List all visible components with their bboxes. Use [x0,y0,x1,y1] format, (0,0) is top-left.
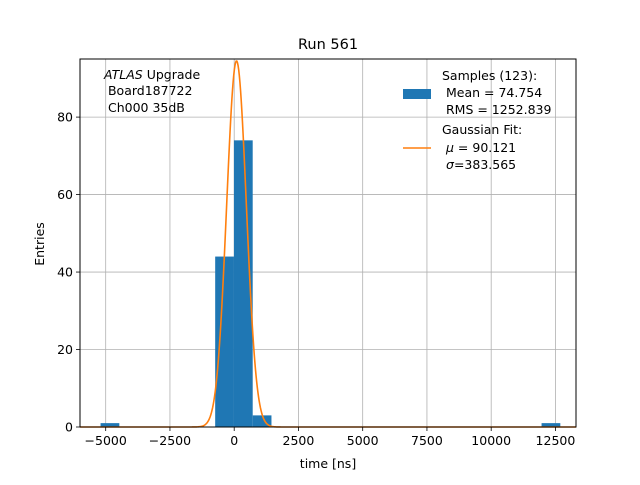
plot-frame [79,58,577,428]
legend-fit-mu-symbol: μ [445,140,454,155]
x-tick-label: 7500 [411,433,443,448]
svg-text:σ=383.565: σ=383.565 [446,157,516,172]
svg-text:μ = 90.121: μ = 90.121 [445,140,516,155]
legend-samples-label: Samples (123): [442,68,537,83]
x-tick-label: 10000 [471,433,511,448]
histogram-bar [215,256,234,427]
x-tick-label: 0 [230,433,238,448]
annotation-channel: Ch000 35dB [104,100,185,115]
x-tick-label: −2500 [149,433,191,448]
histogram-bar [252,415,272,427]
chart-title: Run 561 [298,37,358,53]
legend: Samples (123): Mean = 74.754 RMS = 1252.… [403,68,551,172]
annotation-board: Board187722 [104,83,192,98]
svg-text:ATLAS Upgrade: ATLAS Upgrade [103,67,200,82]
y-tick-label: 60 [57,187,73,202]
x-tick-label: 5000 [347,433,379,448]
histogram-bar [541,423,561,427]
histogram-bar [233,140,253,428]
annotation-atlas: ATLAS [103,67,143,82]
annotation-box: ATLAS Upgrade Board187722 Ch000 35dB [103,67,200,115]
legend-fit-sigma-symbol: σ [446,157,455,172]
annotation-upgrade: Upgrade [143,67,201,82]
x-tick-label: −5000 [85,433,127,448]
legend-samples-rms: RMS = 1252.839 [442,102,551,117]
legend-fit-mu-value: = 90.121 [454,140,516,155]
x-axis-label: time [ns] [300,456,356,471]
y-axis-label: Entries [32,222,47,266]
y-tick-label: 40 [57,265,73,280]
legend-samples-mean: Mean = 74.754 [442,85,542,100]
y-tick-label: 0 [65,420,73,435]
histogram-bars [100,140,561,428]
legend-fit-sigma-value: =383.565 [454,157,516,172]
x-tick-label: 12500 [536,433,576,448]
x-tick-label: 2500 [283,433,315,448]
legend-fit-label: Gaussian Fit: [442,122,522,137]
legend-swatch-samples [403,89,431,99]
histogram-bar [100,423,120,427]
axis-ticks: −5000 −2500 0 2500 5000 7500 10000 12500 0 20 40 60… [57,110,575,448]
y-tick-label: 80 [57,110,73,125]
grid [80,59,576,428]
y-tick-label: 20 [57,342,73,357]
